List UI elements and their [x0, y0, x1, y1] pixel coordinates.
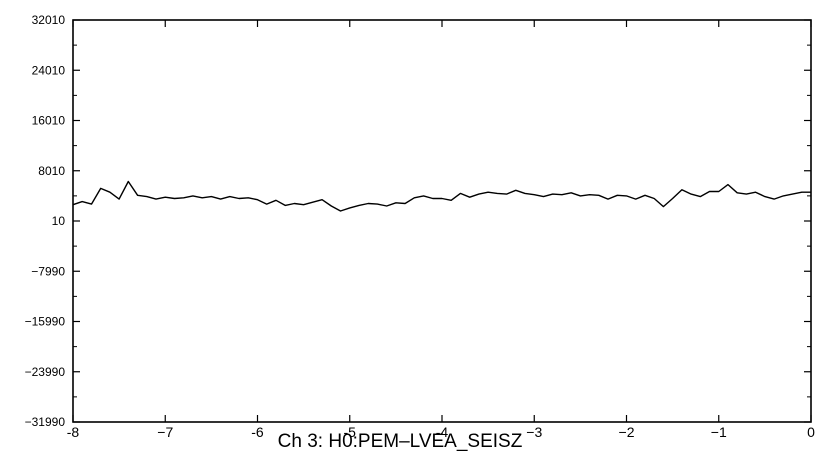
x-tick-label: −7	[157, 424, 173, 440]
y-tick-label: 16010	[32, 114, 66, 128]
x-tick-label: -5	[344, 424, 357, 440]
x-tick-label: -8	[67, 424, 80, 440]
x-tick-label: −3	[526, 424, 542, 440]
y-tick-label: −23990	[25, 365, 66, 379]
x-tick-label: -6	[251, 424, 264, 440]
x-tick-label: -4	[436, 424, 449, 440]
y-tick-label: 32010	[32, 13, 66, 27]
y-tick-label: −7990	[31, 264, 65, 278]
plot-frame	[72, 19, 812, 423]
y-axis: 32010 24010 16010 8010 10 −7990 −15990 −23990 −3…	[25, 13, 811, 429]
chart-title: Ch 3: H0:PEM–LVEA_SEISZ	[278, 431, 523, 452]
y-tick-label: −15990	[25, 315, 66, 329]
x-tick-label: 0	[807, 424, 815, 440]
y-tick-label: 10	[52, 214, 66, 228]
y-tick-label: 24010	[32, 63, 66, 77]
x-tick-label: −1	[711, 424, 727, 440]
x-tick-label: −2	[619, 424, 635, 440]
y-tick-label: −31990	[25, 415, 66, 429]
y-tick-label: 8010	[38, 164, 65, 178]
x-axis: -8 −7 -6 -5 -4 −3 −2 −1 0	[67, 20, 815, 440]
series-line	[72, 180, 811, 212]
